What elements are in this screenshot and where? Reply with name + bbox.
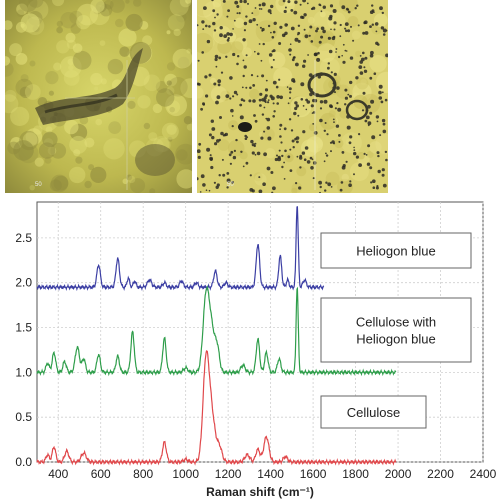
x-tick-label: 800	[133, 467, 153, 481]
series-lines	[36, 206, 397, 467]
y-tick-label: 1.5	[15, 321, 32, 335]
y-tick-label: 0.0	[15, 455, 32, 469]
x-tick-label: 1400	[257, 467, 284, 481]
x-tick-label: 1200	[215, 467, 242, 481]
legend-item: Heliogon blue	[320, 232, 472, 269]
x-axis-label: Raman shift (cm⁻¹)	[206, 485, 314, 499]
series-line	[36, 206, 325, 292]
x-tick-label: 2200	[427, 467, 454, 481]
y-tick-labels: 0.0 0.5 1.0 1.5 2.0 2.5	[15, 231, 32, 469]
y-tick-label: 0.5	[15, 410, 32, 424]
micrograph-image	[5, 0, 192, 193]
scale-label: 50	[35, 182, 42, 188]
x-tick-label: 1600	[300, 467, 327, 481]
legend-box	[320, 232, 472, 269]
x-tick-label: 2000	[385, 467, 412, 481]
x-tick-label: 1000	[172, 467, 199, 481]
legend-box	[320, 395, 427, 429]
x-tick-label: 400	[48, 467, 68, 481]
legend: Heliogon blue Cellulose with Heliogon blue…	[320, 232, 472, 429]
micrograph-image	[197, 0, 388, 193]
legend-label: Heliogon blue	[356, 244, 436, 259]
y-tick-label: 2.5	[15, 231, 32, 245]
y-tick-label: 2.0	[15, 276, 32, 290]
y-tick-label: 1.0	[15, 365, 32, 379]
legend-label: Heliogon blue	[356, 332, 436, 347]
cellulose-with-heliogon-blue-micrograph: 50	[5, 0, 192, 193]
series-line	[36, 284, 397, 377]
scale-label: 50	[227, 182, 234, 188]
legend-label: Cellulose	[347, 405, 400, 420]
x-tick-label: 1800	[342, 467, 369, 481]
raman-spectrum-chart: 0.0 0.5 1.0 1.5 2.0 2.5 400 600 800 1000 1200 1400…	[15, 201, 497, 499]
legend-box	[320, 297, 472, 363]
legend-item: Cellulose	[320, 395, 427, 429]
x-tick-label: 2400	[470, 467, 497, 481]
heliogon-blue-micrograph: 50	[197, 0, 388, 193]
x-tick-label: 600	[91, 467, 111, 481]
legend-label: Cellulose with	[356, 315, 436, 330]
series-line	[36, 349, 397, 467]
x-tick-labels: 400 600 800 1000 1200 1400 1600 1800 2000 2200 240…	[48, 467, 496, 481]
legend-item: Cellulose with Heliogon blue	[320, 297, 472, 363]
